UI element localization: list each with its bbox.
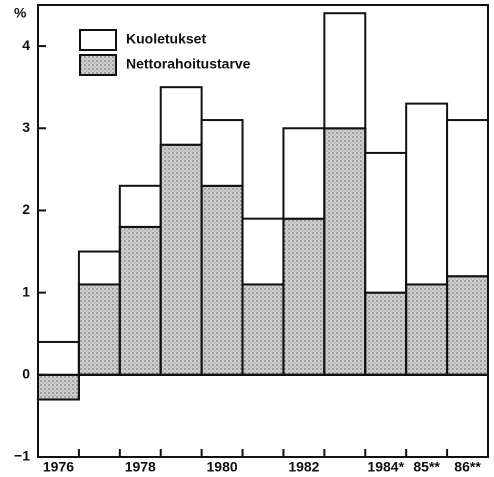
legend-label: Kuoletukset <box>126 31 206 47</box>
y-axis-label: % <box>14 5 27 21</box>
bar-segment <box>323 12 367 130</box>
bar-texture <box>77 283 121 376</box>
y-tick-label: 1 <box>22 283 30 299</box>
bar-texture <box>405 283 449 376</box>
bar-segment <box>282 127 326 220</box>
bar-segment <box>118 184 162 228</box>
bar-segment <box>446 119 490 278</box>
bar-texture <box>200 184 244 376</box>
bar-segment <box>200 119 244 187</box>
y-tick-label: −1 <box>14 448 30 464</box>
bar-segment <box>37 340 80 376</box>
x-tick-label: 86** <box>454 459 481 475</box>
x-tick-label: 1984* <box>367 459 404 475</box>
y-tick-label: 3 <box>22 119 30 135</box>
bar-segment <box>364 151 408 294</box>
bar-texture <box>364 291 408 376</box>
bar-texture <box>282 217 326 376</box>
y-tick-label: 4 <box>22 37 30 53</box>
plot-frame <box>37 4 489 458</box>
x-tick-label: 1982 <box>288 459 319 475</box>
bar-segment <box>159 86 203 146</box>
bar-texture <box>159 143 203 376</box>
x-tick-label: 1978 <box>125 459 156 475</box>
bar-segment <box>405 102 449 286</box>
bar-texture <box>37 373 80 401</box>
bar-texture <box>446 275 490 376</box>
y-tick-label: 0 <box>22 366 30 382</box>
legend-label: Nettorahoitustarve <box>126 56 251 72</box>
bar-texture <box>118 225 162 376</box>
y-tick-label: 2 <box>22 201 30 217</box>
legend-texture <box>79 54 117 76</box>
bar-texture <box>323 127 367 376</box>
bar-texture <box>241 283 285 376</box>
legend-swatch <box>79 29 117 51</box>
bar-segment <box>77 250 121 286</box>
bar-segment <box>241 217 285 286</box>
x-tick-label: 1980 <box>207 459 238 475</box>
x-tick-label: 85** <box>413 459 440 475</box>
x-tick-label: 1976 <box>43 459 74 475</box>
